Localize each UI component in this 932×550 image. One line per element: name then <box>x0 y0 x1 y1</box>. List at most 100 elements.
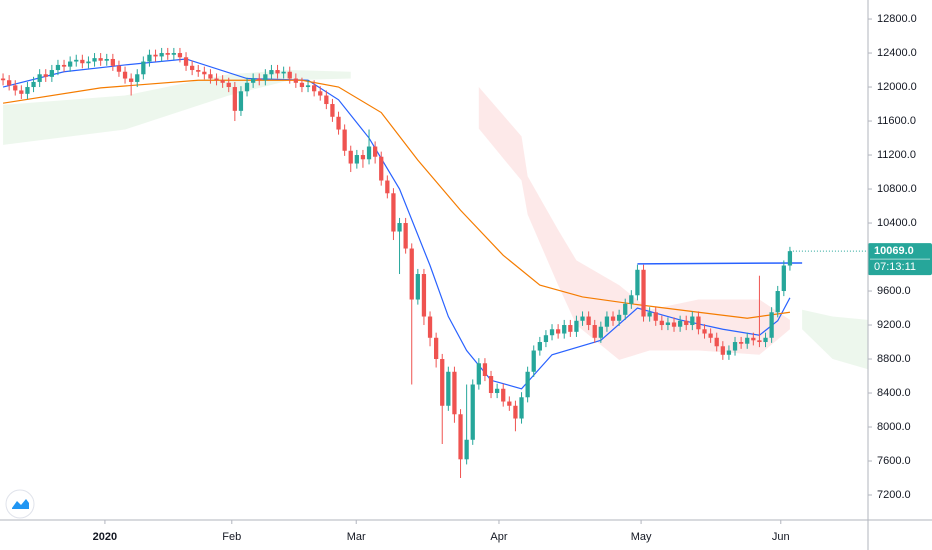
candle-body <box>714 337 719 347</box>
candle-body <box>738 342 744 344</box>
candle-body <box>37 74 42 82</box>
candle-body <box>580 316 585 321</box>
candle-body <box>244 82 250 92</box>
candle-body <box>305 85 311 88</box>
moving-average <box>2 58 791 390</box>
candle-body <box>202 71 207 75</box>
candle-body <box>147 54 152 62</box>
candle-body <box>665 322 671 326</box>
cloud <box>3 70 351 145</box>
candle-body <box>525 371 530 398</box>
y-tick-label: 12400.0 <box>877 47 917 59</box>
candle-body <box>196 70 201 72</box>
candle-body <box>55 64 61 71</box>
candle-body <box>397 223 402 232</box>
candle-body <box>330 104 335 117</box>
candle-body <box>769 312 774 338</box>
candle-body <box>415 274 420 300</box>
candle-body <box>354 155 359 164</box>
candle-body <box>49 70 54 77</box>
candle-body <box>86 61 91 64</box>
candle-body <box>427 316 433 338</box>
candle-body <box>116 65 122 72</box>
candle-body <box>74 59 79 62</box>
candle-body <box>647 312 652 317</box>
candle-body <box>251 78 256 83</box>
candle-body <box>708 333 713 338</box>
y-tick-label: 9200.0 <box>877 319 911 331</box>
cloud <box>802 309 868 370</box>
candle-body <box>616 314 622 321</box>
logo[interactable] <box>5 489 35 519</box>
candle-body <box>366 146 372 160</box>
x-tick-label: 2020 <box>93 531 117 543</box>
candle-body <box>165 53 170 55</box>
candle-body <box>275 70 280 74</box>
candle-body <box>257 78 262 81</box>
candle-body <box>385 180 390 194</box>
candle-body <box>452 371 457 415</box>
candle-body <box>110 58 115 66</box>
candle-body <box>263 74 268 81</box>
candle-body <box>312 85 317 92</box>
candle-body <box>555 329 561 334</box>
candle-body <box>214 78 219 81</box>
candle-body <box>135 74 140 82</box>
candle-body <box>43 74 48 77</box>
candle-body <box>464 439 469 460</box>
candle-body <box>373 146 378 157</box>
moving-average <box>2 79 791 319</box>
candle-body <box>171 53 176 55</box>
candle-body <box>360 155 366 160</box>
candle-body <box>574 320 579 332</box>
y-tick-label: 8800.0 <box>877 353 911 365</box>
candle-body <box>403 223 408 249</box>
candle-body <box>696 316 701 330</box>
candle-body <box>226 82 231 88</box>
candle-body <box>446 371 451 406</box>
candle-body <box>183 57 189 66</box>
candle-body <box>299 82 305 88</box>
candle-body <box>549 329 555 336</box>
candle-body <box>635 269 640 296</box>
candle-body <box>604 316 610 327</box>
y-tick-label: 9600.0 <box>877 285 911 297</box>
candle-body <box>720 346 725 355</box>
candle-body <box>129 78 134 82</box>
x-tick-label: Feb <box>222 531 241 543</box>
candle-body <box>568 325 573 332</box>
x-tick-label: Jun <box>772 531 790 543</box>
logo-mark <box>12 499 29 509</box>
candle-body <box>629 295 634 304</box>
candle-body <box>543 335 549 343</box>
y-tick-label: 7600.0 <box>877 455 911 467</box>
candle-body <box>141 61 146 75</box>
candle-body <box>122 71 128 79</box>
candle-body <box>745 337 750 344</box>
candle-body <box>287 71 292 79</box>
candle-body <box>13 85 18 91</box>
candle-body <box>25 87 30 94</box>
candle-body <box>751 337 756 341</box>
candle-body <box>659 320 664 326</box>
candle-body <box>68 61 73 67</box>
candle-body <box>348 150 353 164</box>
y-tick-label: 12000.0 <box>877 81 917 93</box>
candle-body <box>281 71 286 74</box>
candle-body <box>336 116 341 130</box>
candle-body <box>80 59 85 64</box>
x-tick-label: Mar <box>347 531 366 543</box>
candle-body <box>592 325 597 338</box>
candle-body <box>220 80 225 83</box>
candle-body <box>702 329 707 334</box>
candle-body <box>781 265 786 292</box>
candle-body <box>653 312 658 321</box>
candle-body <box>488 376 494 394</box>
trendline <box>637 262 803 265</box>
candle-body <box>342 129 347 151</box>
candle-body <box>494 388 500 394</box>
candle-body <box>690 316 695 326</box>
candle-body <box>177 53 183 58</box>
candle-body <box>507 401 512 406</box>
